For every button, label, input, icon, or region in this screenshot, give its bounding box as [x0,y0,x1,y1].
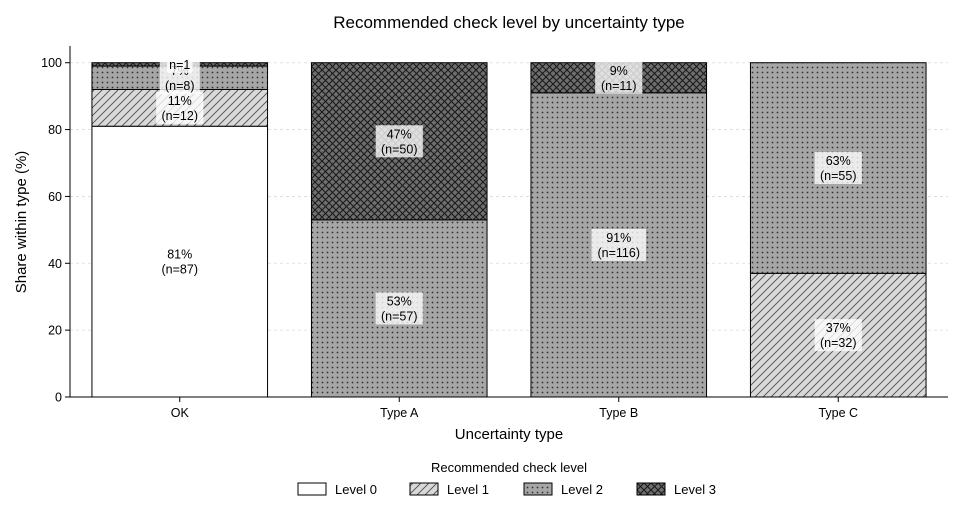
legend-label: Level 0 [335,482,377,497]
legend-swatch [297,482,327,496]
label-backdrop [814,319,862,352]
x-tick-label: Type B [599,406,638,420]
y-ticks: 0 20 40 60 80 100 [41,56,70,405]
bar-value-label: 63% [826,154,851,168]
chart-title: Recommended check level by uncertainty t… [333,13,685,32]
segment-label: 81%(n=87) [162,248,198,277]
segment-label: 9%(n=11) [595,61,643,94]
bar-segment-level-0 [91,125,269,398]
legend-swatch [523,482,553,496]
bars [91,62,927,398]
legend-item: Level 2 [523,482,603,497]
bar-value-label: n=1 [169,58,190,72]
legend-swatch [409,482,439,496]
legend-item: Level 3 [636,482,716,497]
segment-label: 91%(n=116) [591,228,646,261]
bar-value-label: (n=87) [162,263,198,277]
legend-label: Level 2 [561,482,603,497]
bar-value-label: 91% [606,231,631,245]
segment-label: n=1 [166,55,193,73]
legend-item: Level 1 [409,482,489,497]
y-tick-label: 40 [48,257,62,271]
legend-title: Recommended check level [431,460,587,475]
bar-value-label: (n=50) [381,142,417,156]
y-tick-label: 20 [48,324,62,338]
bar-value-label: (n=55) [820,169,856,183]
label-backdrop [375,292,423,325]
segment-label: 63%(n=55) [814,152,862,185]
segment-label: 47%(n=50) [375,125,423,158]
legend: Level 0 Level 1 Level 2 Level 3 [297,482,716,497]
label-backdrop [595,61,643,94]
x-tick-label: Type A [380,406,419,420]
bar-value-label: 37% [826,321,851,335]
bar-value-label: 9% [610,64,628,78]
label-backdrop [591,228,646,261]
bar-labels: 81%(n=87)11%(n=12)7%(n=8)n=153%(n=57)47%… [156,55,862,352]
y-axis-label: Share within type (%) [13,151,30,294]
bar-value-label: (n=11) [601,79,637,93]
legend-label: Level 1 [447,482,489,497]
bar-value-label: (n=12) [162,109,198,123]
bar-value-label: 81% [167,248,192,262]
x-tick-label: OK [171,406,190,420]
bar-value-label: 11% [168,94,192,108]
label-backdrop [156,91,204,124]
y-tick-label: 0 [55,391,62,405]
bar-value-label: 47% [387,127,412,141]
bar-value-label: 53% [387,294,412,308]
label-backdrop [166,55,193,73]
y-tick-label: 80 [48,123,62,137]
y-tick-label: 100 [41,56,62,70]
segment-label: 53%(n=57) [375,292,423,325]
x-ticks: OK Type A Type B Type C [171,397,858,420]
bar-value-label: (n=57) [381,309,417,323]
legend-item: Level 0 [297,482,377,497]
bar-value-label: (n=116) [597,246,640,260]
bar-value-label: (n=32) [820,336,856,350]
label-backdrop [375,125,423,158]
segment-label: 11%(n=12) [156,91,204,124]
x-axis-label: Uncertainty type [455,426,563,443]
legend-swatch [636,482,666,496]
x-tick-label: Type C [818,406,858,420]
bar-value-label: (n=8) [165,79,195,93]
legend-label: Level 3 [674,482,716,497]
label-backdrop [814,152,862,185]
segment-label: 37%(n=32) [814,319,862,352]
y-tick-label: 60 [48,190,62,204]
